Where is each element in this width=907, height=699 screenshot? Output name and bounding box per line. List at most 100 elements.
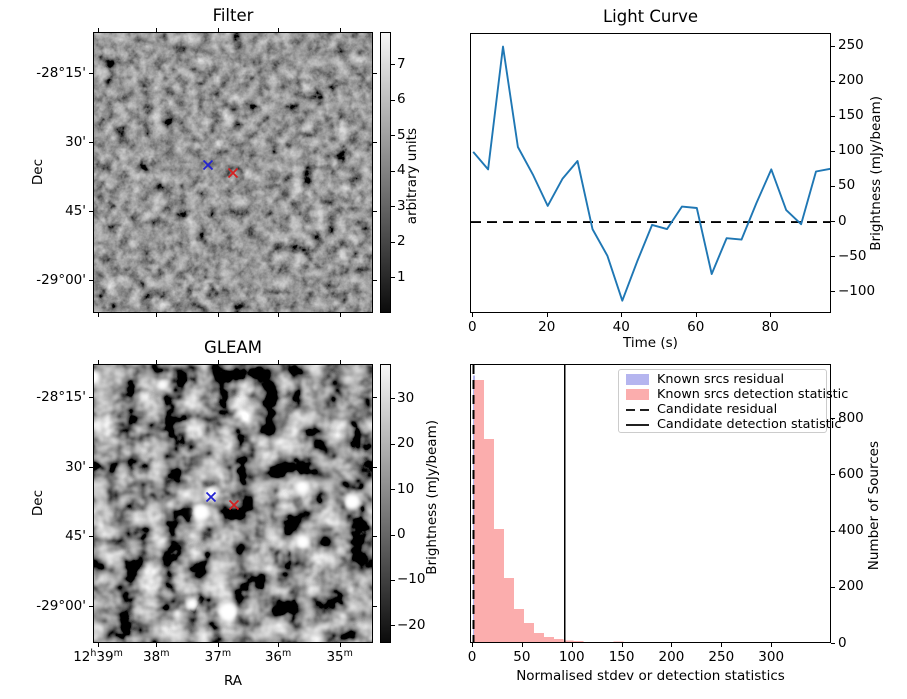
legend-item-candidate-detstat: Candidate detection statistic bbox=[626, 417, 841, 432]
filter-colorbar-tick bbox=[391, 64, 395, 65]
filter-ylabel: Dec bbox=[30, 159, 46, 186]
known-srcs-detstat-bar bbox=[563, 640, 574, 642]
histogram-xtick-label: 0 bbox=[467, 649, 477, 665]
filter-ytick bbox=[89, 141, 93, 143]
ra-label-part: m bbox=[282, 648, 292, 659]
light-curve-xtick bbox=[546, 313, 548, 317]
gleam-colorbar-tick-label: −20 bbox=[397, 616, 426, 633]
known-srcs-detstat-bar bbox=[613, 641, 624, 642]
legend-item-known-residual: Known srcs residual bbox=[626, 372, 819, 387]
legend-dashed-line-sample bbox=[626, 408, 649, 412]
light-curve-ytick-label: 250 bbox=[838, 37, 864, 54]
histogram-ytick-label: 200 bbox=[838, 578, 864, 595]
histogram-ytick-label: 400 bbox=[838, 522, 864, 539]
light-curve-xlabel: Time (s) bbox=[623, 335, 678, 351]
filter-colorbar-tick-label: 6 bbox=[397, 91, 406, 108]
filter-colorbar-tick bbox=[391, 206, 395, 208]
light-curve-ytick bbox=[831, 115, 835, 117]
filter-colorbar-tick-label: 5 bbox=[397, 126, 406, 143]
light-curve-ytick bbox=[831, 221, 835, 223]
filter-ytick bbox=[373, 141, 377, 143]
histogram-ytick-label: 0 bbox=[838, 634, 847, 651]
legend-swatch-known-residual bbox=[626, 374, 649, 385]
filter-ytick bbox=[89, 279, 93, 281]
gleam-xtick-label: 35m bbox=[300, 648, 380, 665]
histogram-xtick-label: 200 bbox=[658, 649, 685, 665]
gleam-colorbar-tick-label: 10 bbox=[397, 480, 415, 497]
known-source-x-marker-red bbox=[227, 167, 239, 179]
histogram-xtick-label: 150 bbox=[608, 649, 635, 665]
filter-xtick bbox=[217, 313, 219, 317]
filter-xtick bbox=[339, 28, 341, 32]
known-source-x-marker-red bbox=[228, 499, 240, 511]
histogram-xtick-label: 50 bbox=[513, 649, 531, 665]
histogram-xtick bbox=[671, 643, 673, 647]
light-curve-xtick bbox=[621, 313, 623, 317]
gleam-xtick bbox=[98, 643, 100, 647]
gleam-ytick bbox=[373, 467, 377, 469]
ra-label-part: 37 bbox=[204, 649, 222, 665]
filter-colorbar-tick-label: 7 bbox=[397, 55, 406, 72]
light-curve-ytick-label: −50 bbox=[838, 247, 867, 264]
gleam-xtick bbox=[217, 360, 219, 364]
gleam-ytick-label: 45' bbox=[65, 528, 86, 545]
gleam-ytick bbox=[89, 536, 93, 538]
filter-xtick bbox=[156, 313, 158, 317]
legend-label: Known srcs residual bbox=[657, 372, 785, 387]
gleam-ytick-label: 30' bbox=[65, 459, 86, 476]
filter-xtick bbox=[278, 28, 280, 32]
filter-xtick bbox=[98, 28, 100, 32]
light-curve-ytick-label: 0 bbox=[838, 212, 847, 229]
histogram-xtick bbox=[771, 643, 773, 647]
gleam-xtick-label: 37m bbox=[178, 648, 258, 665]
light-curve-ytick bbox=[831, 80, 835, 82]
legend-label: Known srcs detection statistic bbox=[657, 387, 849, 402]
filter-xtick bbox=[217, 28, 219, 32]
gleam-colorbar-tick-label: 20 bbox=[397, 435, 415, 452]
gleam-image bbox=[94, 365, 372, 642]
gleam-xtick-label: 38m bbox=[116, 648, 196, 665]
filter-ytick bbox=[373, 72, 377, 74]
light-curve-xtick-label: 0 bbox=[467, 319, 477, 335]
histogram-xtick bbox=[471, 643, 473, 647]
legend-solid-line-sample bbox=[626, 423, 649, 427]
gleam-ytick-label: -29°00' bbox=[36, 598, 86, 615]
filter-ytick-label: -28°15' bbox=[36, 64, 86, 81]
filter-xtick bbox=[278, 313, 280, 317]
ra-label-part: m bbox=[113, 648, 123, 659]
gleam-xtick bbox=[278, 643, 280, 647]
histogram-ytick-label: 800 bbox=[838, 409, 864, 426]
filter-colorbar-tick bbox=[391, 135, 395, 137]
light-curve-ylabel: Brightness (mJy/beam) bbox=[868, 96, 884, 251]
gleam-xtick bbox=[217, 643, 219, 647]
gleam-colorbar-tick bbox=[391, 625, 395, 627]
known-srcs-detstat-bar bbox=[493, 528, 504, 642]
ra-label-part: m bbox=[343, 648, 353, 659]
gleam-colorbar-tick bbox=[391, 443, 395, 445]
gleam-xtick bbox=[339, 643, 341, 647]
filter-colorbar-label: arbitrary units bbox=[404, 128, 420, 225]
filter-ytick bbox=[89, 210, 93, 212]
ra-label-part: m bbox=[221, 648, 232, 659]
light-curve-ytick bbox=[831, 291, 835, 293]
legend-label: Candidate detection statistic bbox=[657, 417, 842, 432]
known-srcs-detstat-bar bbox=[503, 577, 514, 642]
gleam-colorbar-tick bbox=[391, 534, 395, 536]
filter-image bbox=[94, 33, 372, 312]
known-srcs-detstat-bar bbox=[553, 638, 564, 642]
histogram-ytick bbox=[831, 643, 835, 644]
legend-label: Candidate residual bbox=[657, 402, 778, 417]
histogram-plot bbox=[472, 365, 624, 642]
filter-ytick-label: 45' bbox=[65, 202, 86, 219]
histogram-ylabel: Number of Sources bbox=[866, 441, 882, 571]
histogram-ytick-label: 600 bbox=[838, 465, 864, 482]
known-srcs-detstat-bar bbox=[513, 608, 524, 642]
gleam-ytick bbox=[89, 606, 93, 608]
ra-label-part: h bbox=[90, 648, 97, 659]
gleam-colorbar-tick bbox=[391, 579, 395, 581]
ra-label-part: 36 bbox=[264, 649, 283, 665]
candidate-x-marker-blue bbox=[205, 491, 217, 503]
gleam-ylabel: Dec bbox=[30, 490, 46, 517]
filter-ytick-label: -29°00' bbox=[36, 271, 86, 288]
ra-label-part: 35 bbox=[326, 649, 344, 665]
